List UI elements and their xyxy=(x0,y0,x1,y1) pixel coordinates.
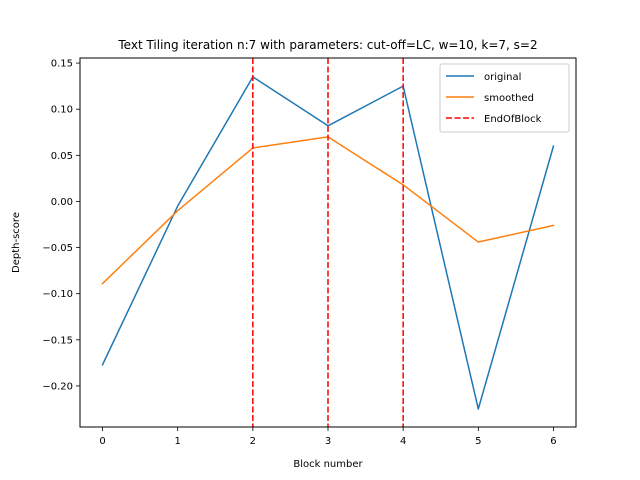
y-tick-label: 0.10 xyxy=(51,105,73,116)
legend-box xyxy=(439,63,570,133)
x-tick-label: 6 xyxy=(550,436,556,447)
y-tick-label: 0.05 xyxy=(51,151,73,162)
legend: original smoothed EndOfBlock xyxy=(439,63,570,133)
y-tick-label: 0.00 xyxy=(51,197,73,208)
x-tick-label: 2 xyxy=(250,436,256,447)
y-tick-label: −0.10 xyxy=(42,289,73,300)
y-axis: −0.20 −0.15 −0.10 −0.05 0.00 0.05 0.10 0.15 xyxy=(42,59,80,392)
series-line-smoothed xyxy=(101,136,555,285)
legend-label-endofblock: EndOfBlock xyxy=(484,114,542,125)
x-tick-label: 3 xyxy=(325,436,331,447)
y-tick-label: −0.15 xyxy=(42,335,73,346)
y-tick-label: −0.20 xyxy=(42,381,73,392)
x-tick-label: 0 xyxy=(99,436,105,447)
x-axis-label: Block number xyxy=(293,459,363,470)
y-tick-label: 0.15 xyxy=(51,59,73,70)
legend-label-smoothed: smoothed xyxy=(484,93,534,104)
series-line-original xyxy=(101,76,555,410)
chart-title: Text Tiling iteration n:7 with parameter… xyxy=(117,38,537,52)
legend-label-original: original xyxy=(484,72,521,83)
plot-area xyxy=(101,58,555,427)
y-tick-label: −0.05 xyxy=(42,243,73,254)
x-tick-label: 5 xyxy=(475,436,481,447)
x-axis: 0 1 2 3 4 5 6 xyxy=(99,427,557,447)
y-axis-label: Depth-score xyxy=(11,212,22,273)
x-tick-label: 1 xyxy=(175,436,181,447)
x-tick-label: 4 xyxy=(400,436,406,447)
